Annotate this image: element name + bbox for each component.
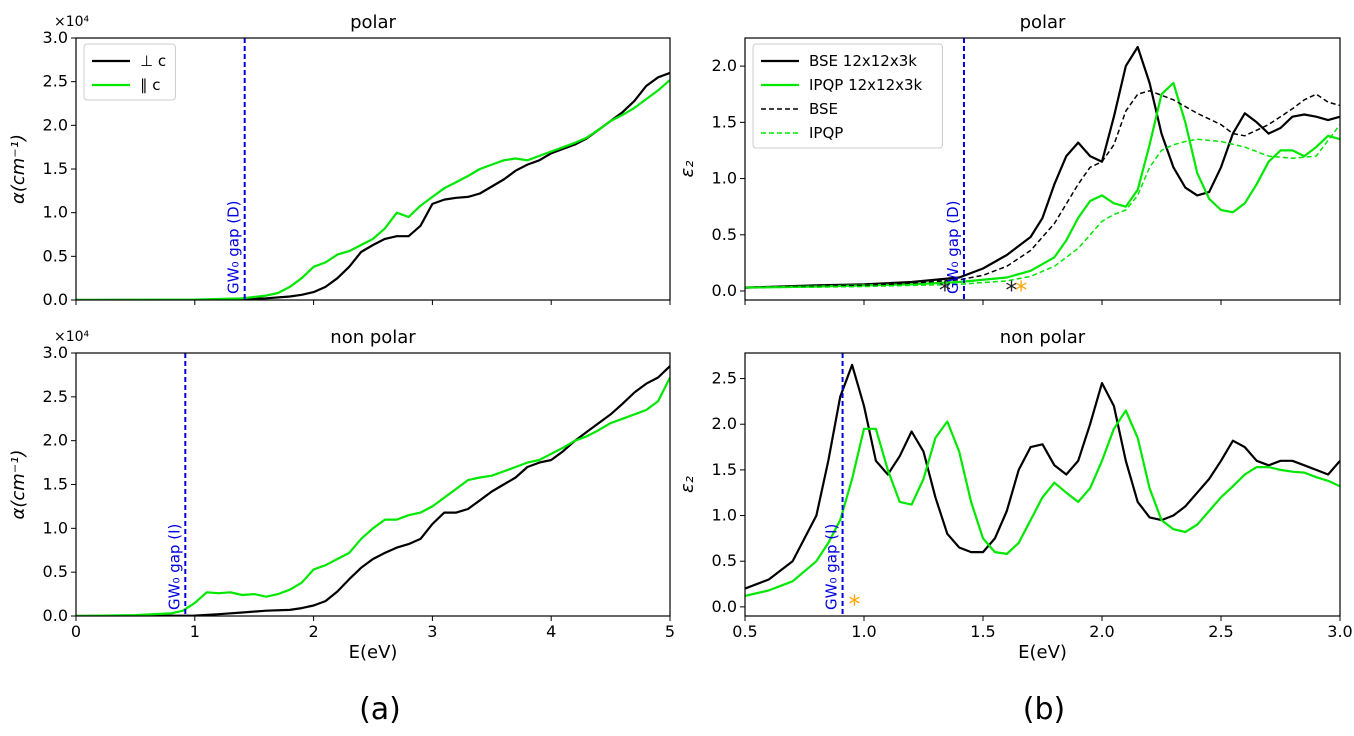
y-tick-label: 1.0 — [712, 169, 737, 188]
star-marker: * — [1006, 276, 1018, 304]
y-tick-label: 1.0 — [43, 518, 68, 537]
series-line--c — [76, 71, 670, 300]
y-tick-label: 2.0 — [712, 56, 737, 75]
legend-label: ∥ c — [140, 76, 161, 94]
series-line-bse-12x12x3k — [745, 45, 1340, 289]
y-tick-label: 0.0 — [43, 290, 68, 309]
panel-label-a: (a) — [359, 692, 401, 727]
series-line-bse — [745, 363, 1340, 590]
chart-title: non polar — [1000, 327, 1086, 348]
y-axis-label: α(cm⁻¹) — [8, 449, 29, 519]
panel-label-b: (b) — [1022, 692, 1066, 727]
y-tick-label: 1.5 — [43, 475, 68, 494]
x-tick-label: 1.0 — [851, 622, 876, 641]
axes-frame — [75, 352, 671, 617]
y-tick-label: 2.0 — [43, 115, 68, 134]
series-line-ipqp — [745, 124, 1340, 289]
star-marker: * — [939, 276, 951, 304]
legend-label: IPQP — [809, 124, 843, 142]
y-tick-label: 0.5 — [43, 562, 68, 581]
x-axis-label: E(eV) — [1018, 642, 1067, 663]
y-scale-label: ×10⁴ — [54, 329, 90, 345]
y-tick-label: 2.5 — [43, 387, 68, 406]
y-tick-label: 0.5 — [712, 551, 737, 570]
plot-area — [76, 365, 670, 616]
x-tick-label: 4 — [546, 622, 556, 641]
y-axis-label: α(cm⁻¹) — [8, 134, 29, 204]
x-tick-label: 2.5 — [1208, 622, 1233, 641]
y-tick-label: 0.5 — [43, 246, 68, 265]
chart-title: polar — [1020, 12, 1066, 33]
y-tick-label: 1.0 — [43, 203, 68, 222]
series-line-ipqp — [745, 409, 1340, 597]
series-line--c — [76, 377, 670, 616]
y-tick-label: 2.0 — [43, 431, 68, 450]
axes-frame — [75, 37, 671, 301]
y-scale-label: ×10⁴ — [54, 14, 90, 30]
x-tick-label: 1 — [190, 622, 200, 641]
y-tick-label: 1.5 — [712, 112, 737, 131]
gap-line-label: GW₀ gap (D) — [944, 201, 962, 294]
legend-box — [752, 43, 943, 149]
plot-area — [76, 71, 670, 300]
x-axis-label: E(eV) — [349, 642, 398, 663]
x-tick-label: 0.5 — [732, 622, 757, 641]
x-tick-label: 2 — [309, 622, 319, 641]
gap-line-label: GW₀ gap (D) — [225, 201, 243, 294]
y-tick-label: 0.0 — [712, 281, 737, 300]
legend: BSE 12x12x3k IPQP 12x12x3k BSE IPQP — [752, 43, 943, 149]
y-tick-label: 1.5 — [43, 159, 68, 178]
chart-title: polar — [350, 12, 396, 33]
legend-label: BSE — [809, 100, 838, 118]
x-tick-label: 3 — [427, 622, 437, 641]
y-tick-label: 1.5 — [712, 460, 737, 479]
y-tick-label: 3.0 — [43, 343, 68, 362]
series-line--c — [76, 79, 670, 300]
star-marker: * — [848, 591, 860, 619]
star-marker: * — [1015, 276, 1027, 304]
gap-line-label: GW₀ gap (I) — [823, 524, 841, 610]
x-tick-label: 3.0 — [1327, 622, 1352, 641]
y-tick-label: 2.5 — [712, 369, 737, 388]
series-line-bse — [745, 90, 1340, 289]
legend-label: IPQP 12x12x3k — [809, 76, 923, 94]
legend: ⊥ c ∥ c — [83, 43, 176, 101]
y-tick-label: 1.0 — [712, 506, 737, 525]
x-tick-label: 1.5 — [970, 622, 995, 641]
chart-title: non polar — [330, 327, 416, 348]
y-axis-label: ε₂ — [677, 161, 698, 178]
axes-frame — [744, 352, 1341, 617]
legend-label: ⊥ c — [140, 52, 166, 70]
y-tick-label: 3.0 — [43, 28, 68, 47]
x-tick-label: 2.0 — [1089, 622, 1114, 641]
y-tick-label: 0.0 — [712, 597, 737, 616]
x-tick-label: 5 — [665, 622, 675, 641]
series-line--c — [76, 365, 670, 616]
plot-area — [745, 363, 1340, 597]
y-tick-label: 0.0 — [43, 606, 68, 625]
axes-frame — [744, 37, 1341, 301]
y-axis-label: ε₂ — [677, 476, 698, 493]
subplot-b_nonpolar: non polar 0.5 1.0 1.5 2.0 2.5 3.0 0.0 0.5 1.0 1.5 2… — [677, 327, 1353, 663]
y-tick-label: 2.0 — [712, 414, 737, 433]
subplot-a_nonpolar: non polar 0 1 2 3 4 5 0.0 0.5 1.0 1.5 2.0 2.5 3.0 E(eV… — [8, 327, 675, 663]
x-tick-label: 0 — [71, 622, 81, 641]
gap-line-label: GW₀ gap (I) — [165, 524, 183, 610]
series-line-ipqp-12x12x3k — [745, 81, 1340, 289]
y-tick-label: 0.5 — [712, 225, 737, 244]
subplot-a_polar: polar 0.0 0.5 1.0 1.5 2.0 2.5 3.0 α(cm⁻¹) ×10⁴ GW₀… — [8, 12, 671, 309]
legend-label: BSE 12x12x3k — [809, 52, 917, 70]
y-tick-label: 2.5 — [43, 72, 68, 91]
plot-area — [745, 45, 1340, 289]
